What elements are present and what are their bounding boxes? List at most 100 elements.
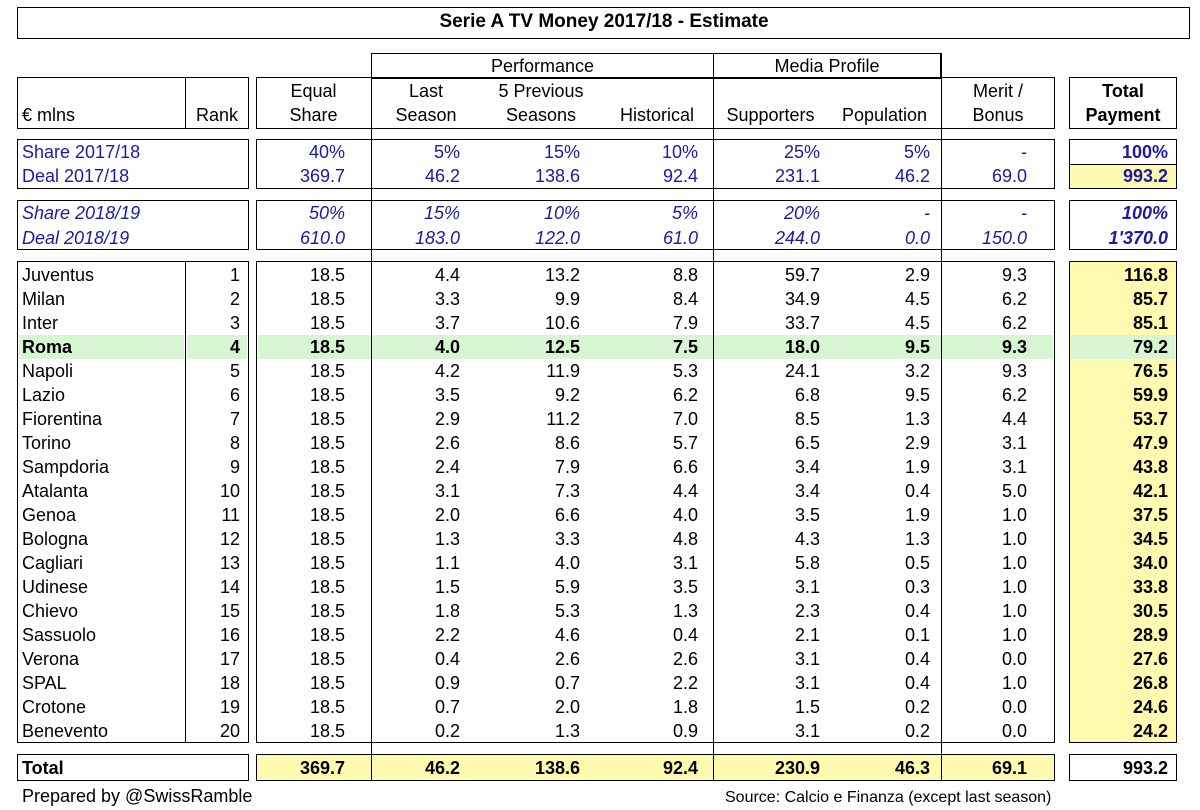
club-cell-population: 0.2 xyxy=(904,721,930,741)
totals-cell-merit-bonus: 69.1 xyxy=(991,758,1027,778)
club-cell-supporters: 33.7 xyxy=(784,313,820,333)
deal-row-label: Deal 2018/19 xyxy=(22,228,130,248)
club-cell-historical: 1.3 xyxy=(672,601,698,621)
totals-values-box xyxy=(256,754,1055,781)
club-rank: 4 xyxy=(229,337,240,357)
club-cell-supporters: 2.3 xyxy=(794,601,820,621)
club-name: Lazio xyxy=(22,385,66,405)
club-cell-historical: 6.2 xyxy=(672,385,698,405)
club-name: Torino xyxy=(22,433,72,453)
club-cell-five-previous: 12.5 xyxy=(544,337,580,357)
highlight-band-left xyxy=(19,335,184,359)
deal-cell-population: 46.2 xyxy=(894,166,930,186)
header-equal-2: Share xyxy=(289,105,338,125)
deal-cell-supporters: 20% xyxy=(783,203,820,223)
club-cell-merit-bonus: 3.1 xyxy=(1001,433,1027,453)
club-total: 85.1 xyxy=(1132,313,1168,333)
club-cell-population: 1.3 xyxy=(904,529,930,549)
club-cell-supporters: 3.5 xyxy=(794,505,820,525)
club-total: 27.6 xyxy=(1132,649,1168,669)
deal-cell-supporters: 25% xyxy=(783,142,820,162)
club-total: 85.7 xyxy=(1132,289,1168,309)
club-total: 43.8 xyxy=(1132,457,1168,477)
club-cell-equal-share: 18.5 xyxy=(309,553,345,573)
totals-cell-historical: 92.4 xyxy=(662,758,698,778)
club-cell-merit-bonus: 6.2 xyxy=(1001,313,1027,333)
deal-cell-last-season: 15% xyxy=(423,203,460,223)
club-name: Sampdoria xyxy=(22,457,110,477)
deal-cell-historical: 61.0 xyxy=(662,228,698,248)
deal1819-label-box xyxy=(17,200,249,250)
club-cell-population: 0.2 xyxy=(904,697,930,717)
club-cell-equal-share: 18.5 xyxy=(309,361,345,381)
club-cell-supporters: 4.3 xyxy=(794,529,820,549)
club-rank: 12 xyxy=(219,529,240,549)
club-cell-last-season: 2.4 xyxy=(434,457,460,477)
table-title: Serie A TV Money 2017/18 - Estimate xyxy=(439,11,769,32)
club-total: 33.8 xyxy=(1132,577,1168,597)
deal-total: 993.2 xyxy=(1122,166,1168,186)
club-cell-equal-share: 18.5 xyxy=(309,721,345,741)
header-supporters: Supporters xyxy=(726,105,815,125)
club-cell-five-previous: 7.3 xyxy=(554,481,580,501)
totals-cell-last-season: 46.2 xyxy=(424,758,460,778)
club-name: Roma xyxy=(22,337,73,357)
club-total: 24.6 xyxy=(1132,697,1168,717)
club-cell-merit-bonus: 1.0 xyxy=(1001,673,1027,693)
clubs-rank-box xyxy=(185,261,249,743)
totals-cell-supporters: 230.9 xyxy=(774,758,820,778)
club-cell-merit-bonus: 0.0 xyxy=(1001,697,1027,717)
club-cell-five-previous: 5.9 xyxy=(554,577,580,597)
club-cell-five-previous: 5.3 xyxy=(554,601,580,621)
club-total: 28.9 xyxy=(1132,625,1168,645)
club-cell-historical: 7.9 xyxy=(672,313,698,333)
club-cell-merit-bonus: 9.3 xyxy=(1001,265,1027,285)
club-cell-merit-bonus: 4.4 xyxy=(1001,409,1027,429)
club-rank: 11 xyxy=(221,505,240,525)
club-name: Atalanta xyxy=(22,481,89,501)
club-cell-five-previous: 4.6 xyxy=(554,625,580,645)
totals-total-box xyxy=(1069,754,1177,781)
club-cell-supporters: 3.1 xyxy=(794,577,820,597)
deal-cell-supporters: 244.0 xyxy=(774,228,820,248)
club-cell-five-previous: 13.2 xyxy=(544,265,580,285)
header-total-2: Payment xyxy=(1085,105,1161,125)
club-total: 59.9 xyxy=(1132,385,1168,405)
club-cell-supporters: 6.5 xyxy=(794,433,820,453)
club-rank: 3 xyxy=(229,313,240,333)
totals-cell-population: 46.3 xyxy=(894,758,930,778)
club-cell-equal-share: 18.5 xyxy=(309,601,345,621)
club-cell-historical: 2.6 xyxy=(672,649,698,669)
club-rank: 6 xyxy=(229,385,240,405)
club-cell-supporters: 3.4 xyxy=(794,481,820,501)
header-historical: Historical xyxy=(619,105,694,125)
highlight-band-rank xyxy=(187,335,247,359)
club-cell-last-season: 0.4 xyxy=(434,649,460,669)
club-cell-population: 0.5 xyxy=(904,553,930,573)
club-cell-merit-bonus: 6.2 xyxy=(1001,385,1027,405)
club-cell-merit-bonus: 1.0 xyxy=(1001,505,1027,525)
club-rank: 20 xyxy=(219,721,240,741)
club-cell-merit-bonus: 1.0 xyxy=(1001,625,1027,645)
club-cell-historical: 2.2 xyxy=(672,673,698,693)
club-cell-last-season: 1.5 xyxy=(434,577,460,597)
club-cell-supporters: 2.1 xyxy=(794,625,820,645)
club-name: SPAL xyxy=(22,673,67,693)
club-cell-last-season: 2.0 xyxy=(434,505,460,525)
col-divider xyxy=(713,53,714,781)
deal-cell-five-previous: 10% xyxy=(543,203,580,223)
deal-cell-merit-bonus: 69.0 xyxy=(991,166,1027,186)
col-divider xyxy=(941,53,942,781)
club-rank: 17 xyxy=(219,649,240,669)
club-name: Cagliari xyxy=(22,553,84,573)
club-cell-five-previous: 3.3 xyxy=(554,529,580,549)
totals-values-fill xyxy=(256,754,1055,781)
club-rank: 13 xyxy=(219,553,240,573)
performance-group-label: Performance xyxy=(490,56,595,76)
club-cell-equal-share: 18.5 xyxy=(309,433,345,453)
club-cell-historical: 6.6 xyxy=(672,457,698,477)
deal-total: 100% xyxy=(1121,203,1168,223)
totals-cell-equal-share: 369.7 xyxy=(299,758,345,778)
club-name: Benevento xyxy=(22,721,109,741)
club-cell-population: 0.3 xyxy=(904,577,930,597)
